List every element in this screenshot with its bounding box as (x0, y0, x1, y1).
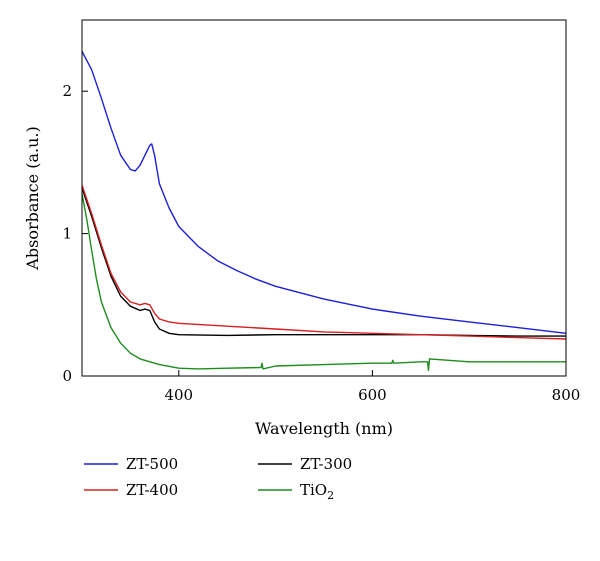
plot-frame (81, 19, 567, 377)
legend-label-zt-400: ZT-400 (126, 481, 178, 499)
legend-label-tio2-sub: 2 (327, 489, 334, 502)
series-line-zt-400 (81, 184, 567, 340)
y-axis-label: Absorbance (a.u.) (23, 126, 42, 270)
series-line-zt-500 (81, 50, 567, 334)
x-axis-label: Wavelength (nm) (255, 419, 393, 438)
ticks-layer: 400 600 800 0 1 2 (62, 82, 580, 404)
x-tick-label-800: 800 (552, 386, 581, 404)
legend: ZT-500 ZT-400 ZT-300 TiO2 (84, 455, 352, 502)
x-tick-label-600: 600 (358, 386, 387, 404)
legend-label-zt-300: ZT-300 (300, 455, 352, 473)
x-tick-label-400: 400 (164, 386, 193, 404)
y-tick-label-0: 0 (62, 367, 72, 385)
series-line-tio2 (81, 193, 566, 371)
legend-label-tio2: TiO2 (300, 481, 334, 502)
series-layer (81, 50, 567, 371)
legend-label-tio2-main: TiO (300, 481, 327, 499)
y-tick-label-1: 1 (62, 225, 72, 243)
legend-label-zt-500: ZT-500 (126, 455, 178, 473)
y-tick-label-2: 2 (62, 82, 72, 100)
